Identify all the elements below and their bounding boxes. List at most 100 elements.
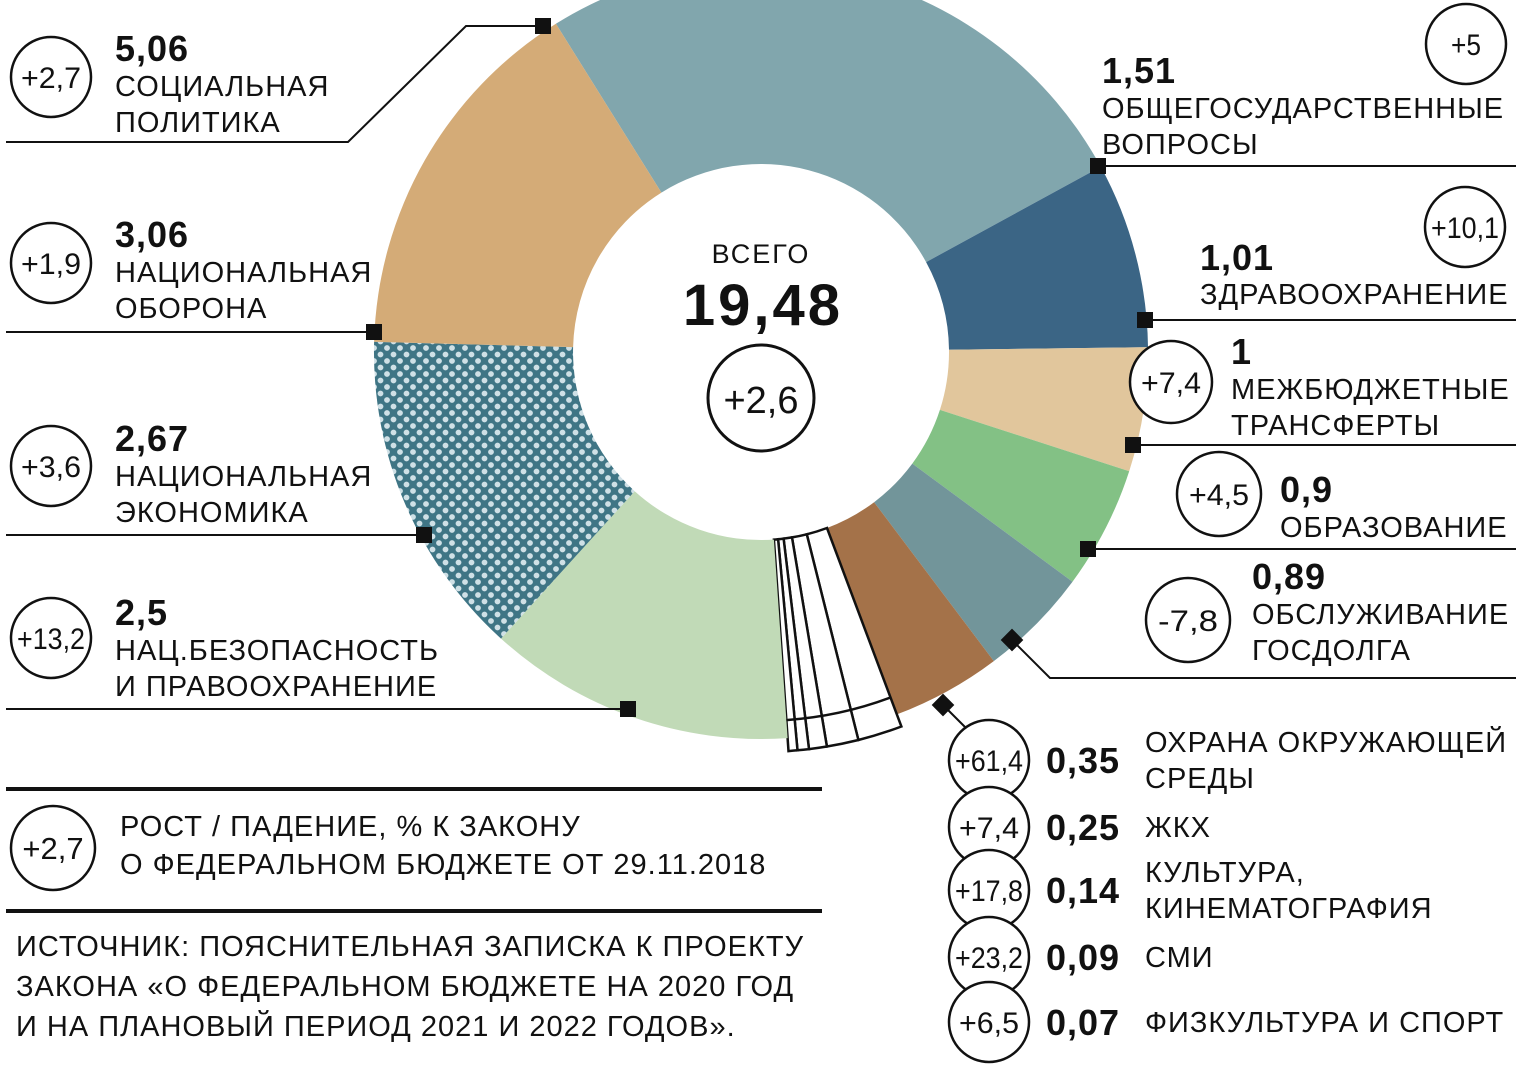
label-security-line-2: И ПРАВООХРАНЕНИЕ <box>115 671 437 703</box>
label-sport-value: 0,07 <box>1046 1002 1120 1043</box>
source-line-3: И НА ПЛАНОВЫЙ ПЕРИОД 2021 И 2022 ГОДОВ». <box>16 1009 736 1043</box>
label-general-badge <box>1424 2 1508 86</box>
label-transfers-value: 1 <box>1231 331 1252 372</box>
label-education-value: 0,9 <box>1280 469 1333 510</box>
label-media-line-1: СМИ <box>1145 942 1214 974</box>
label-defense-line-2: ОБОРОНА <box>115 293 267 325</box>
marker-transfers <box>1125 437 1141 453</box>
label-security-badge <box>9 596 93 680</box>
label-social-line-1: СОЦИАЛЬНАЯ <box>115 71 329 103</box>
marker-security <box>620 701 636 717</box>
label-culture-line-1: КУЛЬТУРА, <box>1145 857 1305 889</box>
donut-slices <box>373 0 1149 753</box>
label-security-change: +13,2 <box>17 623 85 656</box>
label-security-value: 2,5 <box>115 592 168 633</box>
label-general-line-2: ВОПРОСЫ <box>1102 129 1259 161</box>
source-line-2: ЗАКОНА «О ФЕДЕРАЛЬНОМ БЮДЖЕТЕ НА 2020 ГО… <box>16 971 794 1003</box>
label-social-value: 5,06 <box>115 28 189 69</box>
label-general-line-1: ОБЩЕГОСУДАРСТВЕННЫЕ <box>1102 93 1504 125</box>
label-environment-change: +61,4 <box>955 745 1023 778</box>
label-economy-value: 2,67 <box>115 418 189 459</box>
slice-economy <box>373 341 635 639</box>
leader-line-debt <box>1011 639 1516 679</box>
label-housing-value: 0,25 <box>1046 807 1120 848</box>
legend: +2,7 РОСТ / ПАДЕНИЕ, % К ЗАКОНУ О ФЕДЕРАЛЬ… <box>6 787 822 1043</box>
slice-general <box>926 166 1148 350</box>
label-economy-line-1: НАЦИОНАЛЬНАЯ <box>115 461 372 493</box>
legend-sample-badge <box>9 804 97 892</box>
marker-general <box>1090 158 1106 174</box>
slice-labels: 5,06СОЦИАЛЬНАЯПОЛИТИКА+2,73,06НАЦИОНАЛЬН… <box>9 2 1510 1064</box>
label-general-change: +5 <box>1451 29 1481 62</box>
label-culture-line-2: КИНЕМАТОГРАФИЯ <box>1145 893 1433 925</box>
label-social-badge <box>9 35 93 119</box>
label-economy-line-2: ЭКОНОМИКА <box>115 497 309 529</box>
label-housing-line-1: ЖКХ <box>1145 812 1211 844</box>
marker-economy <box>416 527 432 543</box>
label-debt-value: 0,89 <box>1252 556 1326 597</box>
legend-line-1: РОСТ / ПАДЕНИЕ, % К ЗАКОНУ <box>120 811 581 843</box>
label-economy-badge <box>9 424 93 508</box>
legend-sample-change: +2,7 <box>22 831 83 866</box>
label-transfers-change: +7,4 <box>1141 367 1201 400</box>
center-total: 19,48 <box>683 273 843 338</box>
slice-security <box>501 491 788 740</box>
label-culture-value: 0,14 <box>1046 870 1120 911</box>
label-connectors <box>6 18 1516 729</box>
slice-social <box>555 0 1101 263</box>
center-label: ВСЕГО <box>712 239 811 269</box>
label-media-change: +23,2 <box>955 942 1023 975</box>
label-health-line-1: ЗДРАВООХРАНЕНИЕ <box>1200 279 1509 311</box>
label-defense-value: 3,06 <box>115 214 189 255</box>
marker-social <box>535 18 551 34</box>
label-transfers-line-1: МЕЖБЮДЖЕТНЫЕ <box>1231 374 1510 406</box>
label-environment-line-2: СРЕДЫ <box>1145 763 1255 795</box>
label-health-badge <box>1423 185 1507 269</box>
label-debt-line-2: ГОСДОЛГА <box>1252 635 1411 667</box>
label-environment-line-1: ОХРАНА ОКРУЖАЮЩЕЙ <box>1145 725 1507 759</box>
label-education-badge <box>1175 450 1263 538</box>
small-slices-band <box>786 696 892 722</box>
slice-debt <box>827 502 994 715</box>
label-environment-value: 0,35 <box>1046 740 1120 781</box>
label-transfers-line-2: ТРАНСФЕРТЫ <box>1231 410 1440 442</box>
center-change: +2,6 <box>723 380 798 422</box>
center-change-badge <box>706 343 816 453</box>
label-social-line-2: ПОЛИТИКА <box>115 107 281 139</box>
label-sport-line-1: ФИЗКУЛЬТУРА И СПОРТ <box>1145 1007 1504 1039</box>
label-education-change: +4,5 <box>1189 479 1249 512</box>
label-health-value: 1,01 <box>1200 237 1274 278</box>
label-social-change: +2,7 <box>21 62 81 95</box>
label-debt-line-1: ОБСЛУЖИВАНИЕ <box>1252 599 1509 631</box>
label-health-change: +10,1 <box>1431 212 1499 245</box>
marker-defense <box>366 324 382 340</box>
slice-education <box>874 463 1073 662</box>
marker-debt <box>1000 628 1024 652</box>
label-housing-change: +7,4 <box>959 812 1019 845</box>
slice-transfers <box>912 409 1130 582</box>
slice-health <box>939 347 1149 472</box>
label-debt-badge <box>1144 576 1232 664</box>
marker-education <box>1080 541 1096 557</box>
label-media-value: 0,09 <box>1046 937 1120 978</box>
slice-defense <box>374 23 662 348</box>
label-defense-line-1: НАЦИОНАЛЬНАЯ <box>115 257 372 289</box>
label-culture-change: +17,8 <box>955 875 1023 908</box>
label-defense-change: +1,9 <box>21 248 81 281</box>
marker-health <box>1137 312 1153 328</box>
label-general-value: 1,51 <box>1102 50 1176 91</box>
source-line-1: ИСТОЧНИК: ПОЯСНИТЕЛЬНАЯ ЗАПИСКА К ПРОЕКТ… <box>16 931 804 963</box>
label-transfers-badge <box>1128 339 1214 425</box>
label-sport-change: +6,5 <box>959 1007 1019 1040</box>
label-debt-change: -7,8 <box>1158 605 1218 638</box>
leader-line-social <box>6 25 543 143</box>
legend-line-2: О ФЕДЕРАЛЬНОМ БЮДЖЕТЕ ОТ 29.11.2018 <box>120 849 766 881</box>
marker-small <box>931 693 955 717</box>
label-sport-badge <box>947 980 1031 1064</box>
label-defense-badge <box>9 221 93 305</box>
label-education-line-1: ОБРАЗОВАНИЕ <box>1280 512 1508 544</box>
label-security-line-1: НАЦ.БЕЗОПАСНОСТЬ <box>115 635 439 667</box>
label-economy-change: +3,6 <box>21 451 81 484</box>
donut-center: ВСЕГО 19,48 +2,6 <box>683 239 843 453</box>
